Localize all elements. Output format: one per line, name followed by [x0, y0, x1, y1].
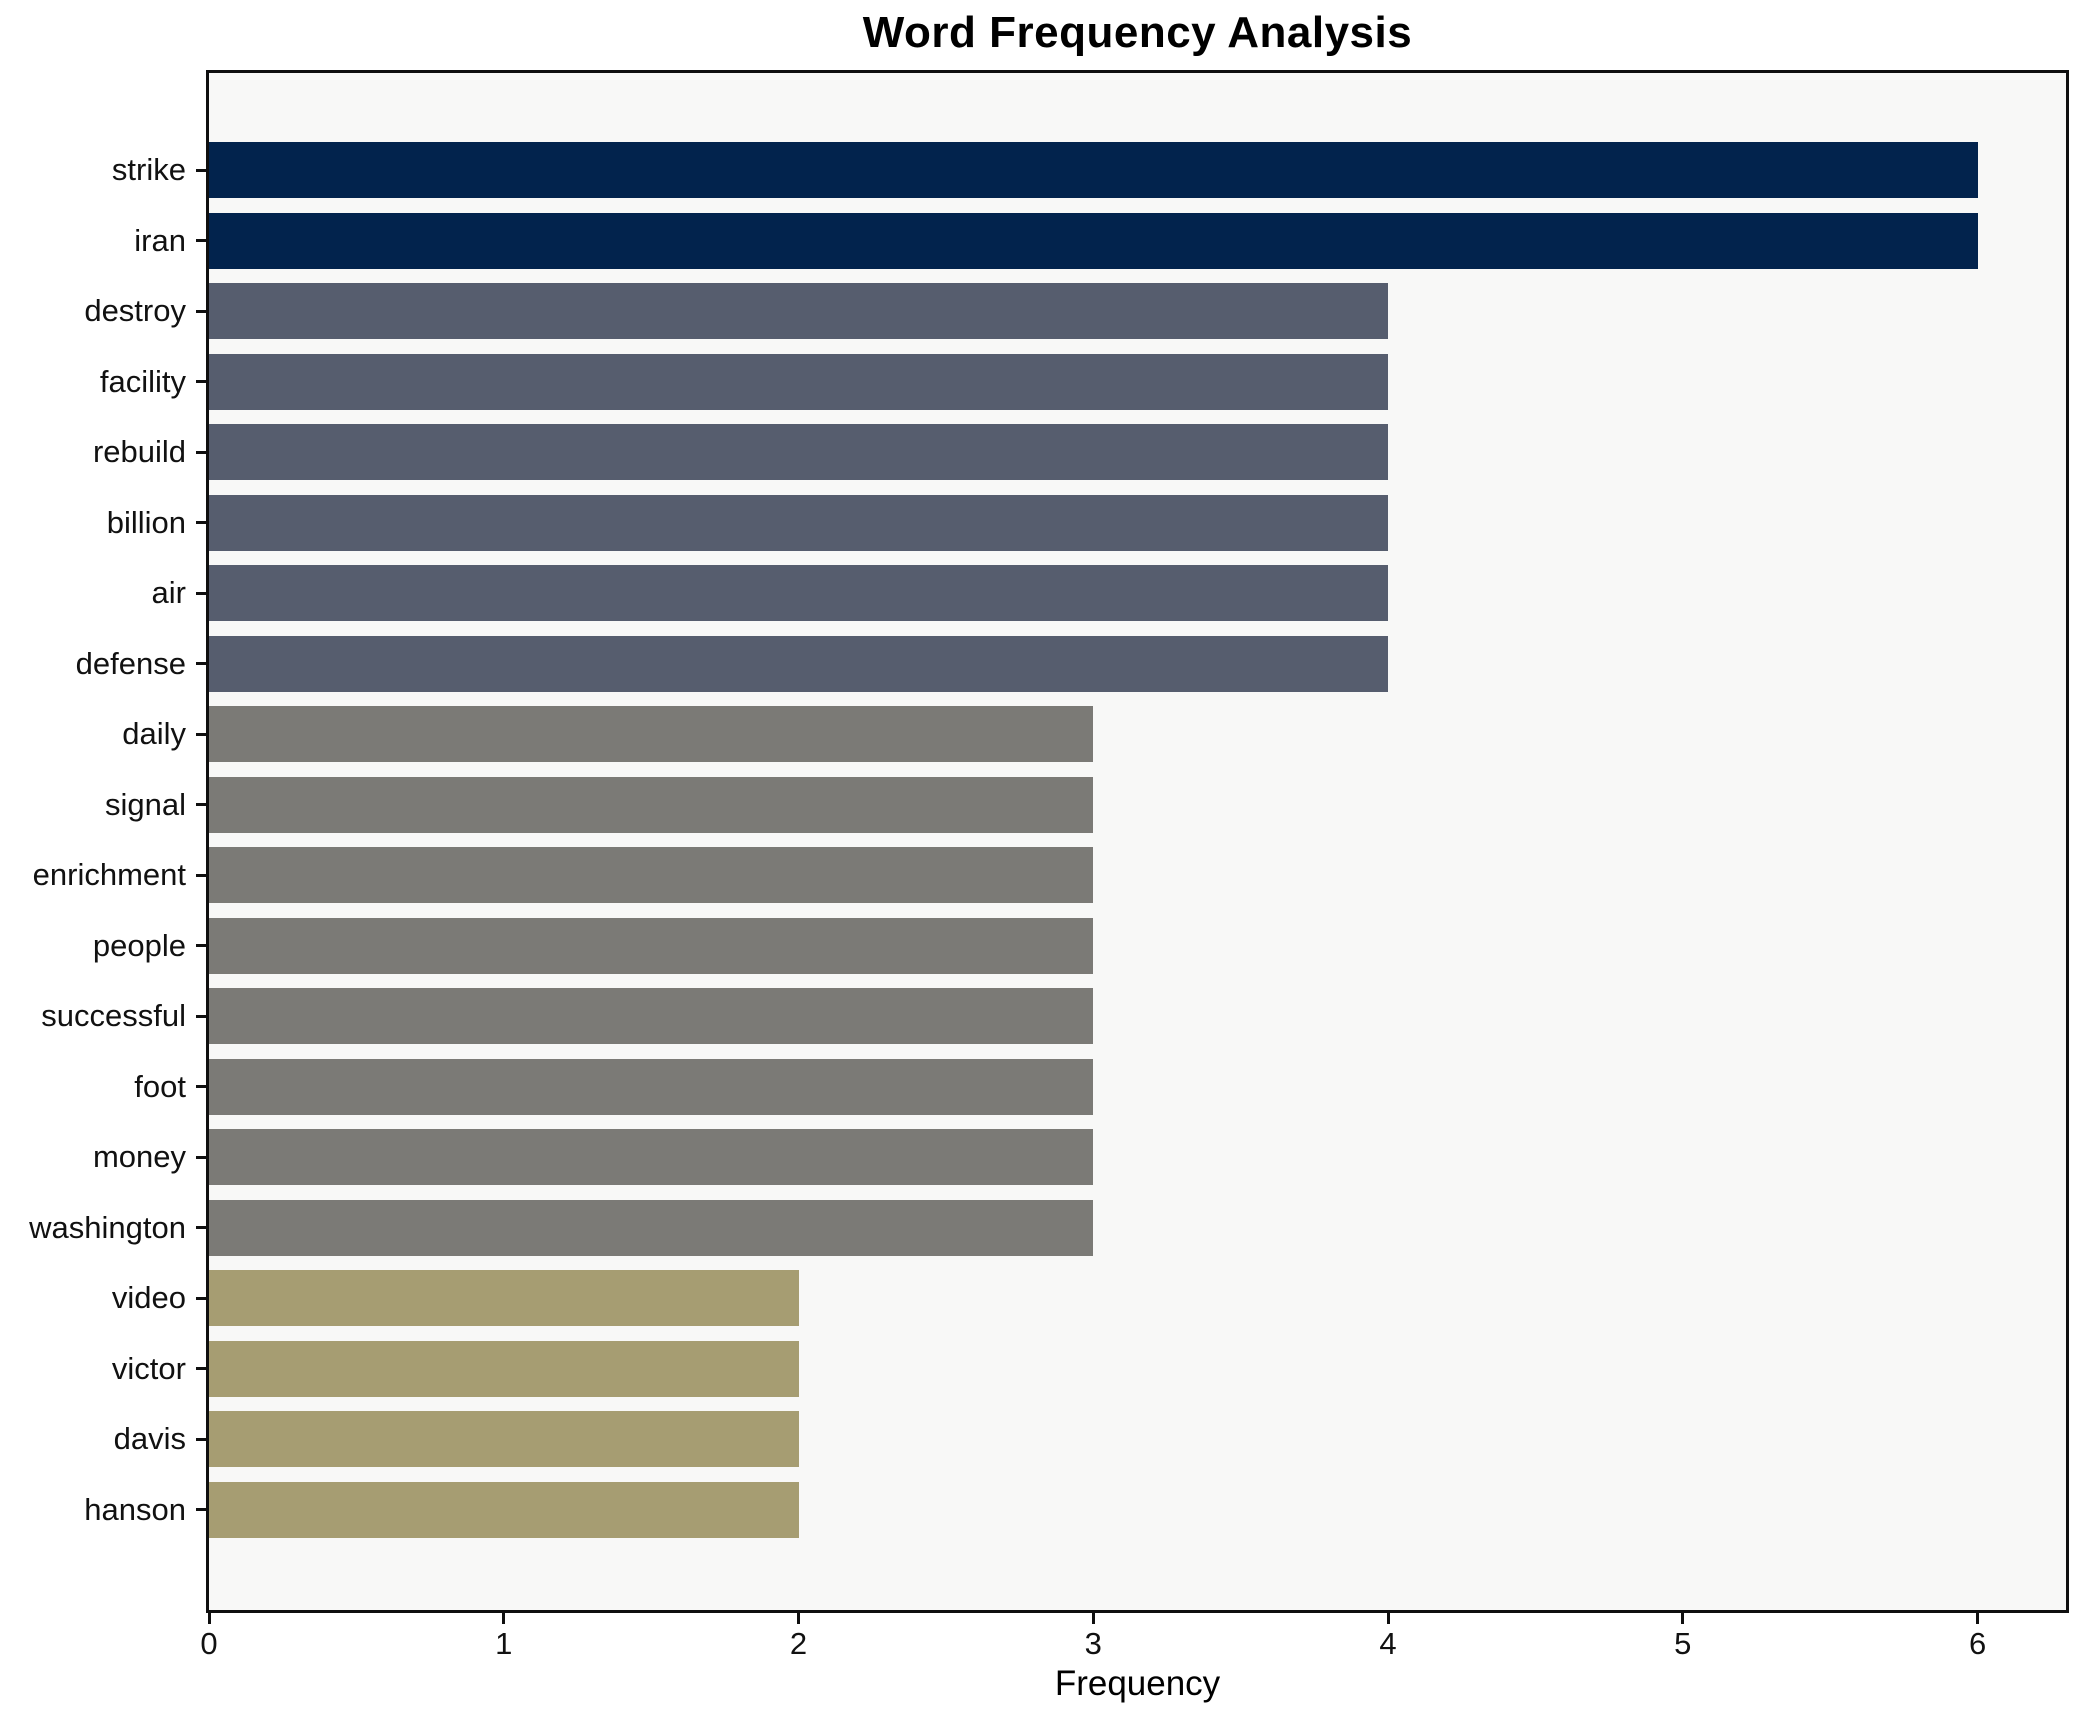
y-tick-label-money: money [92, 1139, 186, 1174]
bar-victor [209, 1340, 799, 1397]
y-tick-label-rebuild: rebuild [92, 434, 186, 469]
y-tick-mark [196, 1437, 206, 1441]
y-tick-mark [196, 239, 206, 242]
bar-hanson [209, 1481, 799, 1538]
y-tick-label-successful: successful [41, 998, 186, 1033]
y-tick-label-iran: iran [134, 222, 186, 258]
y-tick-mark [196, 521, 206, 524]
y-tick-mark [196, 168, 206, 172]
bar-foot [209, 1058, 1094, 1115]
y-tick-mark [196, 873, 206, 877]
bar-video [209, 1270, 799, 1326]
y-tick-label-video: video [111, 1280, 186, 1315]
bar-destroy [209, 283, 1389, 339]
bar-iran [209, 212, 1978, 269]
x-tick-mark [1976, 1613, 1980, 1624]
x-tick-label-5: 5 [1674, 1626, 1692, 1661]
x-tick-label-3: 3 [1084, 1626, 1102, 1661]
y-tick-label-defense: defense [75, 645, 186, 681]
bar-defense [209, 635, 1389, 692]
y-tick-label-strike: strike [111, 152, 186, 187]
y-tick-mark [196, 1226, 206, 1229]
x-tick-label-6: 6 [1968, 1626, 1987, 1661]
y-tick-label-washington: washington [29, 1209, 186, 1245]
y-tick-label-billion: billion [106, 504, 186, 540]
x-tick-label-0: 0 [200, 1626, 218, 1661]
y-tick-label-enrichment: enrichment [32, 857, 186, 892]
y-tick-label-people: people [92, 927, 186, 963]
bar-money [209, 1129, 1094, 1185]
y-tick-label-victor: victor [111, 1350, 186, 1386]
bar-successful [209, 988, 1094, 1044]
bar-people [209, 917, 1094, 974]
y-tick-mark [196, 1155, 206, 1159]
y-tick-label-hanson: hanson [84, 1491, 186, 1527]
x-tick-mark [1091, 1613, 1095, 1624]
y-tick-mark [196, 1296, 206, 1300]
x-tick-mark [207, 1613, 211, 1624]
y-tick-mark [196, 309, 206, 313]
y-tick-label-davis: davis [113, 1421, 186, 1456]
bar-strike [209, 142, 1978, 198]
bar-daily [209, 706, 1094, 762]
bar-rebuild [209, 424, 1389, 480]
x-tick-mark [1681, 1613, 1685, 1624]
bar-signal [209, 776, 1094, 833]
y-tick-mark [196, 1014, 206, 1018]
y-tick-label-daily: daily [122, 716, 186, 751]
x-tick-mark [1386, 1613, 1390, 1624]
bar-billion [209, 494, 1389, 551]
y-tick-mark [196, 732, 206, 736]
y-tick-mark [196, 662, 206, 665]
bar-air [209, 565, 1389, 621]
bar-enrichment [209, 847, 1094, 903]
y-tick-label-foot: foot [134, 1068, 186, 1104]
y-tick-label-facility: facility [99, 363, 186, 399]
plot-area [206, 70, 2069, 1613]
x-tick-label-1: 1 [495, 1626, 513, 1661]
x-tick-label-2: 2 [789, 1626, 808, 1661]
bar-facility [209, 353, 1389, 410]
x-tick-label-4: 4 [1379, 1626, 1397, 1661]
y-tick-label-destroy: destroy [84, 293, 186, 328]
y-tick-mark [196, 591, 206, 595]
y-tick-label-air: air [151, 575, 186, 610]
y-tick-label-signal: signal [105, 786, 186, 822]
y-tick-mark [196, 380, 206, 383]
x-axis-label: Frequency [1054, 1664, 1221, 1703]
y-tick-mark [196, 1508, 206, 1511]
bar-washington [209, 1199, 1094, 1256]
y-tick-mark [196, 944, 206, 947]
y-tick-mark [196, 803, 206, 806]
x-tick-mark [502, 1613, 506, 1624]
x-tick-mark [797, 1613, 801, 1624]
y-tick-mark [196, 1085, 206, 1088]
bar-davis [209, 1411, 799, 1467]
y-tick-mark [196, 1367, 206, 1370]
chart-title: Word Frequency Analysis [862, 8, 1413, 57]
y-tick-mark [196, 450, 206, 454]
